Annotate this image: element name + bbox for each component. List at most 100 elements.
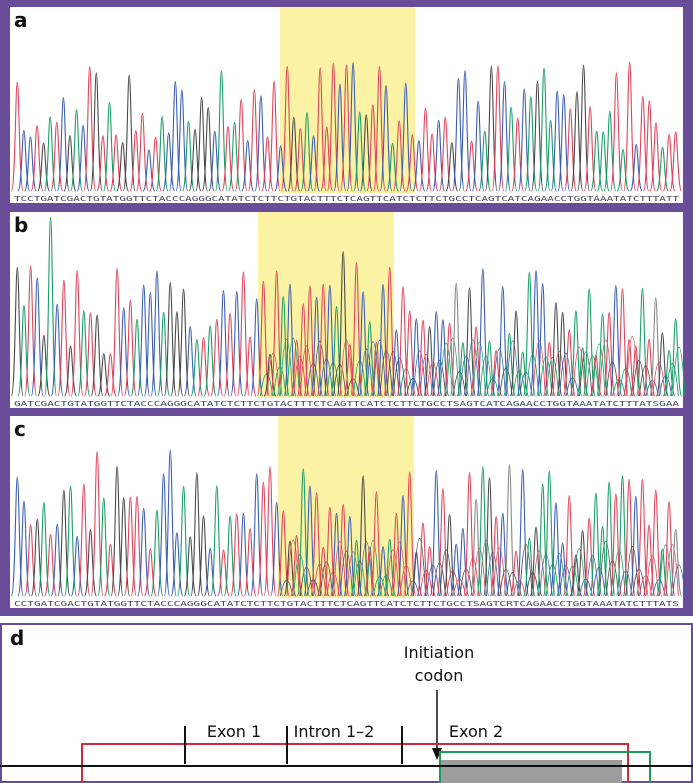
peak — [609, 72, 623, 192]
secondary-peak — [519, 544, 533, 597]
peak — [369, 491, 383, 597]
peak — [569, 310, 583, 397]
secondary-peak — [625, 545, 639, 597]
peak — [635, 478, 649, 597]
peak — [77, 483, 91, 597]
annotation: codon — [415, 666, 464, 685]
peak — [669, 528, 683, 597]
secondary-peak — [406, 580, 420, 597]
secondary-peak — [658, 544, 673, 597]
peak — [243, 528, 257, 597]
region-label: Intron 1–2 — [294, 722, 375, 741]
secondary-peak — [392, 541, 407, 597]
secondary-peak — [333, 541, 347, 597]
secondary-peak — [339, 339, 353, 397]
peak — [203, 547, 217, 597]
peak — [496, 286, 510, 397]
sequence: TCCTGATCGACTGTATGGTTCTACCCAGGGCATATCTCTT… — [14, 195, 680, 203]
peak — [379, 84, 393, 192]
peak — [363, 546, 377, 597]
secondary-peak — [579, 351, 593, 397]
peak — [70, 535, 84, 597]
secondary-peak — [279, 339, 294, 397]
peak — [386, 142, 400, 192]
peak — [57, 279, 71, 397]
peak — [64, 345, 78, 397]
peak — [502, 332, 516, 397]
secondary-peak — [306, 362, 320, 397]
peak — [596, 525, 610, 597]
peak — [188, 129, 202, 192]
secondary-peak — [539, 356, 553, 397]
panel-label: a — [14, 8, 28, 32]
peak — [343, 343, 357, 397]
secondary-peak — [525, 572, 540, 597]
secondary-peak — [286, 539, 300, 597]
peak — [542, 341, 556, 397]
peak — [142, 149, 156, 192]
peak — [412, 140, 426, 192]
secondary-peak — [672, 564, 686, 597]
peak — [197, 515, 211, 597]
secondary-peak — [319, 561, 333, 597]
secondary-peak — [446, 570, 460, 597]
secondary-peak — [572, 346, 586, 397]
peak — [449, 282, 463, 397]
secondary-peak — [379, 574, 393, 597]
secondary-peak — [326, 361, 340, 397]
peak — [516, 468, 530, 597]
secondary-peak — [652, 362, 666, 397]
secondary-peak — [386, 350, 400, 397]
peak — [64, 485, 78, 597]
secondary-peak — [313, 341, 327, 397]
peak — [210, 485, 224, 597]
secondary-peak — [599, 541, 613, 597]
panel-label: b — [14, 213, 28, 237]
peak — [642, 338, 656, 397]
chromatogram: b GATCGACTGTATGGTTCTACCCAGGGCATATCTCTTCTG… — [10, 212, 686, 408]
peak — [336, 251, 350, 397]
peak — [90, 314, 104, 397]
peak — [214, 70, 228, 192]
peak — [369, 341, 383, 397]
secondary-peak — [452, 371, 466, 397]
peak — [649, 297, 663, 397]
peak — [137, 507, 151, 597]
secondary-peak — [479, 540, 493, 597]
peak — [63, 135, 77, 192]
secondary-peak — [585, 555, 599, 597]
secondary-peak — [313, 563, 327, 597]
secondary-peak — [512, 370, 526, 397]
peak — [236, 271, 250, 397]
peak — [589, 354, 603, 397]
peak — [456, 527, 470, 597]
chromatogram: c CCTGATCGACTGTATGGTTCTACCCAGGGCATATCTCTT… — [10, 416, 686, 608]
chromatogram-panels: a TCCTGATCGACTGTATGGTTCTACCCAGGGCATATCTCT… — [10, 7, 686, 608]
secondary-peak — [466, 558, 480, 597]
peak — [399, 82, 413, 192]
region-label: Exon 1 — [207, 722, 261, 741]
secondary-peak — [359, 348, 373, 397]
secondary-peak — [665, 363, 679, 397]
secondary-peak — [446, 338, 460, 397]
secondary-peak — [532, 550, 546, 597]
panel-label: c — [14, 417, 26, 441]
secondary-peak — [412, 350, 427, 397]
peak — [582, 288, 596, 397]
peak — [465, 140, 479, 192]
secondary-peak — [638, 365, 653, 397]
peak — [469, 326, 483, 397]
peak — [509, 550, 523, 597]
peak — [89, 72, 103, 192]
secondary-peak — [545, 357, 560, 397]
secondary-peak — [665, 544, 679, 597]
peak — [274, 145, 288, 192]
peak — [290, 534, 304, 597]
peak — [256, 280, 270, 397]
peak — [183, 536, 197, 597]
peak — [635, 287, 649, 397]
secondary-peak — [479, 355, 493, 397]
secondary-peak — [366, 540, 380, 597]
peak — [536, 282, 550, 397]
